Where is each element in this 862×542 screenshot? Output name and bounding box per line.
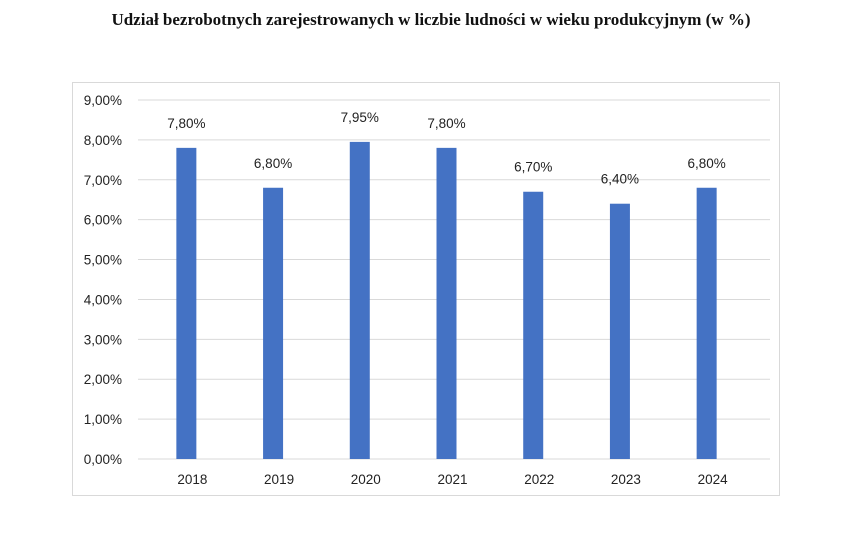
x-tick-label: 2024: [698, 472, 729, 487]
x-tick-label: 2021: [437, 472, 467, 487]
bar: [696, 187, 717, 459]
y-tick-label: 1,00%: [84, 412, 122, 427]
bar: [349, 141, 370, 459]
bars: [176, 141, 717, 459]
bar: [523, 191, 544, 459]
x-tick-label: 2018: [177, 472, 207, 487]
chart-area: [72, 82, 780, 496]
bar: [609, 203, 630, 459]
data-label: 6,80%: [688, 156, 726, 171]
y-tick-label: 8,00%: [84, 133, 122, 148]
data-label: 6,80%: [254, 156, 292, 171]
data-label: 6,70%: [514, 160, 552, 175]
y-tick-label: 9,00%: [84, 93, 122, 108]
y-tick-label: 0,00%: [84, 452, 122, 467]
data-label: 6,40%: [601, 172, 639, 187]
x-tick-label: 2019: [264, 472, 294, 487]
data-label: 7,95%: [341, 110, 379, 125]
x-tick-label: 2022: [524, 472, 554, 487]
x-tick-label: 2023: [611, 472, 641, 487]
y-tick-label: 5,00%: [84, 253, 122, 268]
x-tick-label: 2020: [351, 472, 381, 487]
y-tick-label: 6,00%: [84, 213, 122, 228]
data-labels: 7,80% 6,80% 7,95% 7,80% 6,70% 6,40% 6,80%: [167, 110, 726, 187]
y-tick-label: 7,00%: [84, 173, 122, 188]
y-tick-label: 3,00%: [84, 332, 122, 347]
bar: [436, 147, 457, 459]
y-tick-label: 4,00%: [84, 292, 122, 307]
bar: [176, 147, 197, 459]
data-label: 7,80%: [427, 116, 465, 131]
bar: [263, 187, 284, 459]
y-axis: 0,00% 1,00% 2,00% 3,00% 4,00% 5,00% 6,00% 7,00%…: [84, 93, 122, 467]
x-axis: 2018 2019 2020 2021 2022 2023 2024: [177, 472, 728, 487]
data-label: 7,80%: [167, 116, 205, 131]
chart-title: Udział bezrobotnych zarejestrowanych w l…: [111, 10, 751, 29]
y-tick-label: 2,00%: [84, 372, 122, 387]
